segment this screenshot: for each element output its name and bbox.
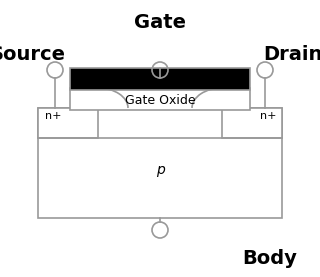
Bar — [38, 108, 282, 218]
Text: n+: n+ — [260, 111, 276, 121]
Text: Body: Body — [243, 248, 297, 268]
Text: Gate: Gate — [134, 12, 186, 32]
Text: p: p — [156, 163, 164, 177]
Bar — [70, 68, 250, 90]
Text: n+: n+ — [45, 111, 61, 121]
Text: Drain: Drain — [263, 45, 320, 65]
Bar — [38, 108, 98, 138]
Text: Source: Source — [0, 45, 66, 65]
Text: Gate Oxide: Gate Oxide — [125, 94, 195, 106]
Bar — [222, 108, 282, 138]
Bar — [70, 88, 250, 110]
